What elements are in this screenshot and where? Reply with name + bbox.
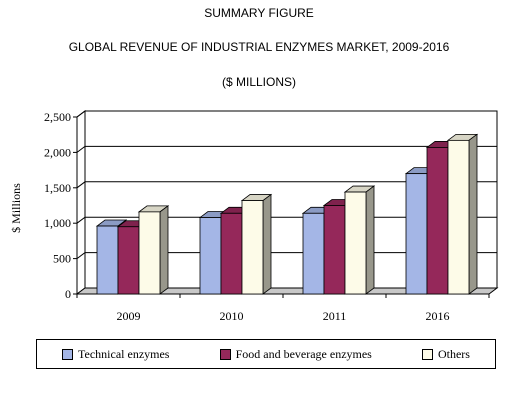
figure-label: SUMMARY FIGURE — [204, 6, 314, 20]
x-tick-label: 2010 — [220, 309, 244, 323]
bar-front — [241, 200, 264, 295]
legend-swatch-technical — [62, 348, 74, 360]
y-tick-label: 500 — [53, 252, 71, 266]
bar — [446, 133, 479, 295]
legend-item-technical: Technical enzymes — [62, 347, 169, 362]
chart-title: GLOBAL REVENUE OF INDUSTRIAL ENZYMES MAR… — [68, 40, 450, 54]
bar — [343, 185, 376, 295]
legend-label-others: Others — [437, 346, 470, 361]
bar-front — [220, 212, 243, 295]
bar-front — [138, 211, 161, 295]
side-wall — [76, 110, 86, 295]
bar-front — [96, 225, 119, 295]
y-tick-label: 2,500 — [44, 110, 71, 124]
bar-side — [468, 133, 478, 295]
bar-side — [159, 205, 169, 295]
y-axis-label: $ Millions — [9, 183, 23, 233]
x-tick-label: 2011 — [323, 309, 347, 323]
legend-item-others: Others — [421, 346, 470, 362]
bars — [95, 133, 479, 295]
bar-side — [365, 185, 375, 295]
bar-front — [426, 147, 449, 295]
bar-front — [323, 205, 346, 295]
bar-front — [344, 191, 367, 295]
x-tick-label: 2009 — [117, 309, 141, 323]
bar-front — [447, 139, 470, 295]
bar — [240, 193, 273, 295]
bar-front — [199, 217, 222, 295]
y-tick-labels: 0 500 1,000 1,500 2,000 2,500 — [44, 110, 77, 301]
y-tick-label: 0 — [65, 287, 71, 301]
legend-swatch-others — [421, 348, 433, 360]
gridline — [76, 110, 497, 118]
legend-label-technical: Technical enzymes — [78, 346, 170, 361]
bar-front — [405, 173, 428, 295]
x-tick-labels: 2009 2010 2011 2016 — [76, 294, 490, 323]
legend-swatch-food — [219, 348, 231, 360]
x-tick-label: 2016 — [426, 309, 450, 323]
gridline — [76, 181, 497, 189]
y-tick-label: 2,000 — [44, 145, 71, 159]
bar-front — [117, 226, 140, 295]
bar — [137, 205, 170, 295]
y-tick-label: 1,000 — [44, 216, 71, 230]
legend-item-food: Food and beverage enzymes — [219, 346, 372, 362]
gridline — [76, 145, 497, 153]
bar-chart: 0 500 1,000 1,500 2,000 2,500 2009 2010 2011 201… — [9, 110, 499, 323]
y-tick-label: 1,500 — [44, 181, 71, 195]
bar-front — [302, 212, 325, 295]
legend-label-food: Food and beverage enzymes — [235, 346, 372, 361]
bar-side — [262, 193, 272, 295]
legend: Technical enzymes Food and beverage enzy… — [36, 339, 496, 369]
chart-subtitle: ($ MILLIONS) — [221, 75, 296, 89]
